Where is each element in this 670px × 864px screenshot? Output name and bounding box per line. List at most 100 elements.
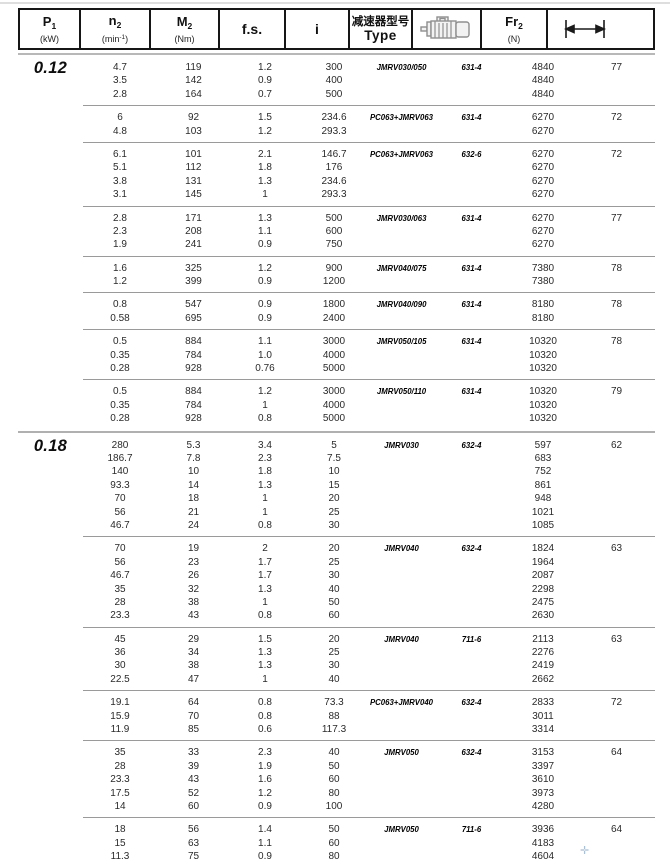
cell-n2: 28	[114, 596, 126, 608]
cell-motor	[435, 569, 508, 582]
cell-type	[368, 710, 435, 723]
cell-n2: 1.2	[113, 276, 127, 288]
cell-power	[18, 492, 83, 505]
cell-m2: 325	[185, 262, 202, 274]
cell-dim	[578, 800, 655, 813]
cell-fr2: 1964	[531, 556, 555, 568]
block-separator	[83, 105, 655, 107]
cell-fr2: 4840	[531, 88, 555, 100]
cell-n2: 15	[114, 837, 126, 849]
block-separator	[83, 740, 655, 742]
cell-power	[18, 479, 83, 492]
cell-i: 234.6	[321, 112, 347, 124]
cell-type	[368, 583, 435, 596]
cell-fr2: 3973	[531, 787, 555, 799]
cell-i: 10	[328, 466, 340, 478]
fs-label: f.s.	[241, 21, 263, 37]
cell-dim: 72	[610, 697, 623, 709]
cell-i: 30	[328, 660, 340, 672]
cell-motor	[435, 519, 508, 532]
cell-dim	[578, 238, 655, 251]
cell-dim: 64	[610, 747, 623, 759]
cell-power	[18, 673, 83, 686]
cell-dim	[578, 125, 655, 138]
cell-motor	[435, 609, 508, 622]
cell-power	[18, 633, 83, 646]
cell-motor	[435, 646, 508, 659]
cell-fs: 0.9	[258, 75, 272, 87]
cell-power: 0.18	[33, 436, 68, 455]
cell-n2: 70	[114, 543, 126, 555]
cell-m2: 5.3	[186, 439, 201, 451]
cell-power	[18, 88, 83, 101]
cell-i: 40	[328, 583, 340, 595]
cell-i: 30	[328, 519, 340, 531]
cell-fr2: 2276	[531, 647, 555, 659]
cell-fs: 1.7	[258, 570, 272, 582]
cell-type	[368, 275, 435, 288]
cell-i: 25	[328, 506, 340, 518]
cell-type	[368, 349, 435, 362]
cell-power	[18, 569, 83, 582]
cell-power	[18, 111, 83, 124]
cell-dim: 79	[610, 386, 623, 398]
cell-fs: 1.5	[258, 112, 272, 124]
cell-fs: 0.6	[258, 724, 272, 736]
cell-m2: 208	[185, 225, 202, 237]
cell-type	[368, 787, 435, 800]
fr2-label: Fr2	[505, 13, 523, 31]
cell-power	[18, 723, 83, 736]
cell-m2: 101	[185, 148, 202, 160]
cell-m2: 7.8	[186, 452, 201, 464]
cell-type	[368, 850, 435, 863]
cell-fr2: 2833	[531, 697, 555, 709]
cell-n2: 140	[111, 466, 129, 478]
cell-fs: 1.8	[258, 466, 272, 478]
cell-type	[368, 88, 435, 101]
cell-motor: 631-4	[461, 113, 482, 123]
cell-fr2: 10320	[529, 399, 557, 411]
cell-m2: 928	[185, 413, 202, 425]
cell-fr2: 597	[534, 439, 552, 451]
cell-n2: 6	[117, 112, 123, 124]
cell-fs: 0.8	[258, 610, 272, 622]
cell-power	[18, 850, 83, 863]
cell-type	[368, 800, 435, 813]
cell-fr2: 10320	[529, 413, 557, 425]
cell-power: 0.12	[33, 59, 68, 77]
cell-dim	[578, 837, 655, 850]
cell-m2: 64	[187, 697, 200, 709]
cell-power	[18, 161, 83, 174]
cell-fr2: 2419	[531, 660, 555, 672]
cell-type: JMRV040	[384, 544, 419, 554]
table-body: 0.12 4.7 119 1.2 300 JMRV030/050 631-4 4840 77 3.…	[18, 59, 655, 864]
page-top-rule	[0, 2, 670, 4]
cell-fr2: 7380	[531, 262, 555, 274]
cell-dim	[578, 583, 655, 596]
cell-fr2: 2113	[532, 633, 554, 645]
cell-fr2: 8180	[531, 299, 555, 311]
cell-fs: 3.4	[258, 439, 272, 451]
cell-dim: 77	[610, 62, 623, 73]
cell-fs: 1.3	[258, 647, 272, 659]
i-label: i	[315, 21, 319, 37]
cell-fr2: 10320	[529, 386, 557, 398]
cell-i: 900	[325, 262, 343, 274]
cell-fr2: 10320	[529, 336, 557, 348]
section-divider	[18, 430, 655, 433]
cell-motor	[435, 74, 508, 87]
cell-dim: 78	[610, 262, 623, 274]
motor-icon	[419, 16, 470, 39]
cell-m2: 19	[187, 543, 200, 555]
cell-i: 7.5	[327, 452, 341, 464]
cell-type: JMRV050	[384, 748, 419, 758]
cell-i: 117.3	[321, 724, 347, 736]
cell-motor	[435, 723, 508, 736]
cell-fs: 1.6	[258, 774, 272, 786]
cell-dim	[578, 349, 655, 362]
col-header-dimension	[548, 10, 622, 48]
cell-fr2: 3936	[531, 824, 555, 836]
cell-fs: 0.9	[258, 239, 272, 251]
cell-fr2: 6270	[531, 225, 555, 237]
cell-motor	[435, 673, 508, 686]
